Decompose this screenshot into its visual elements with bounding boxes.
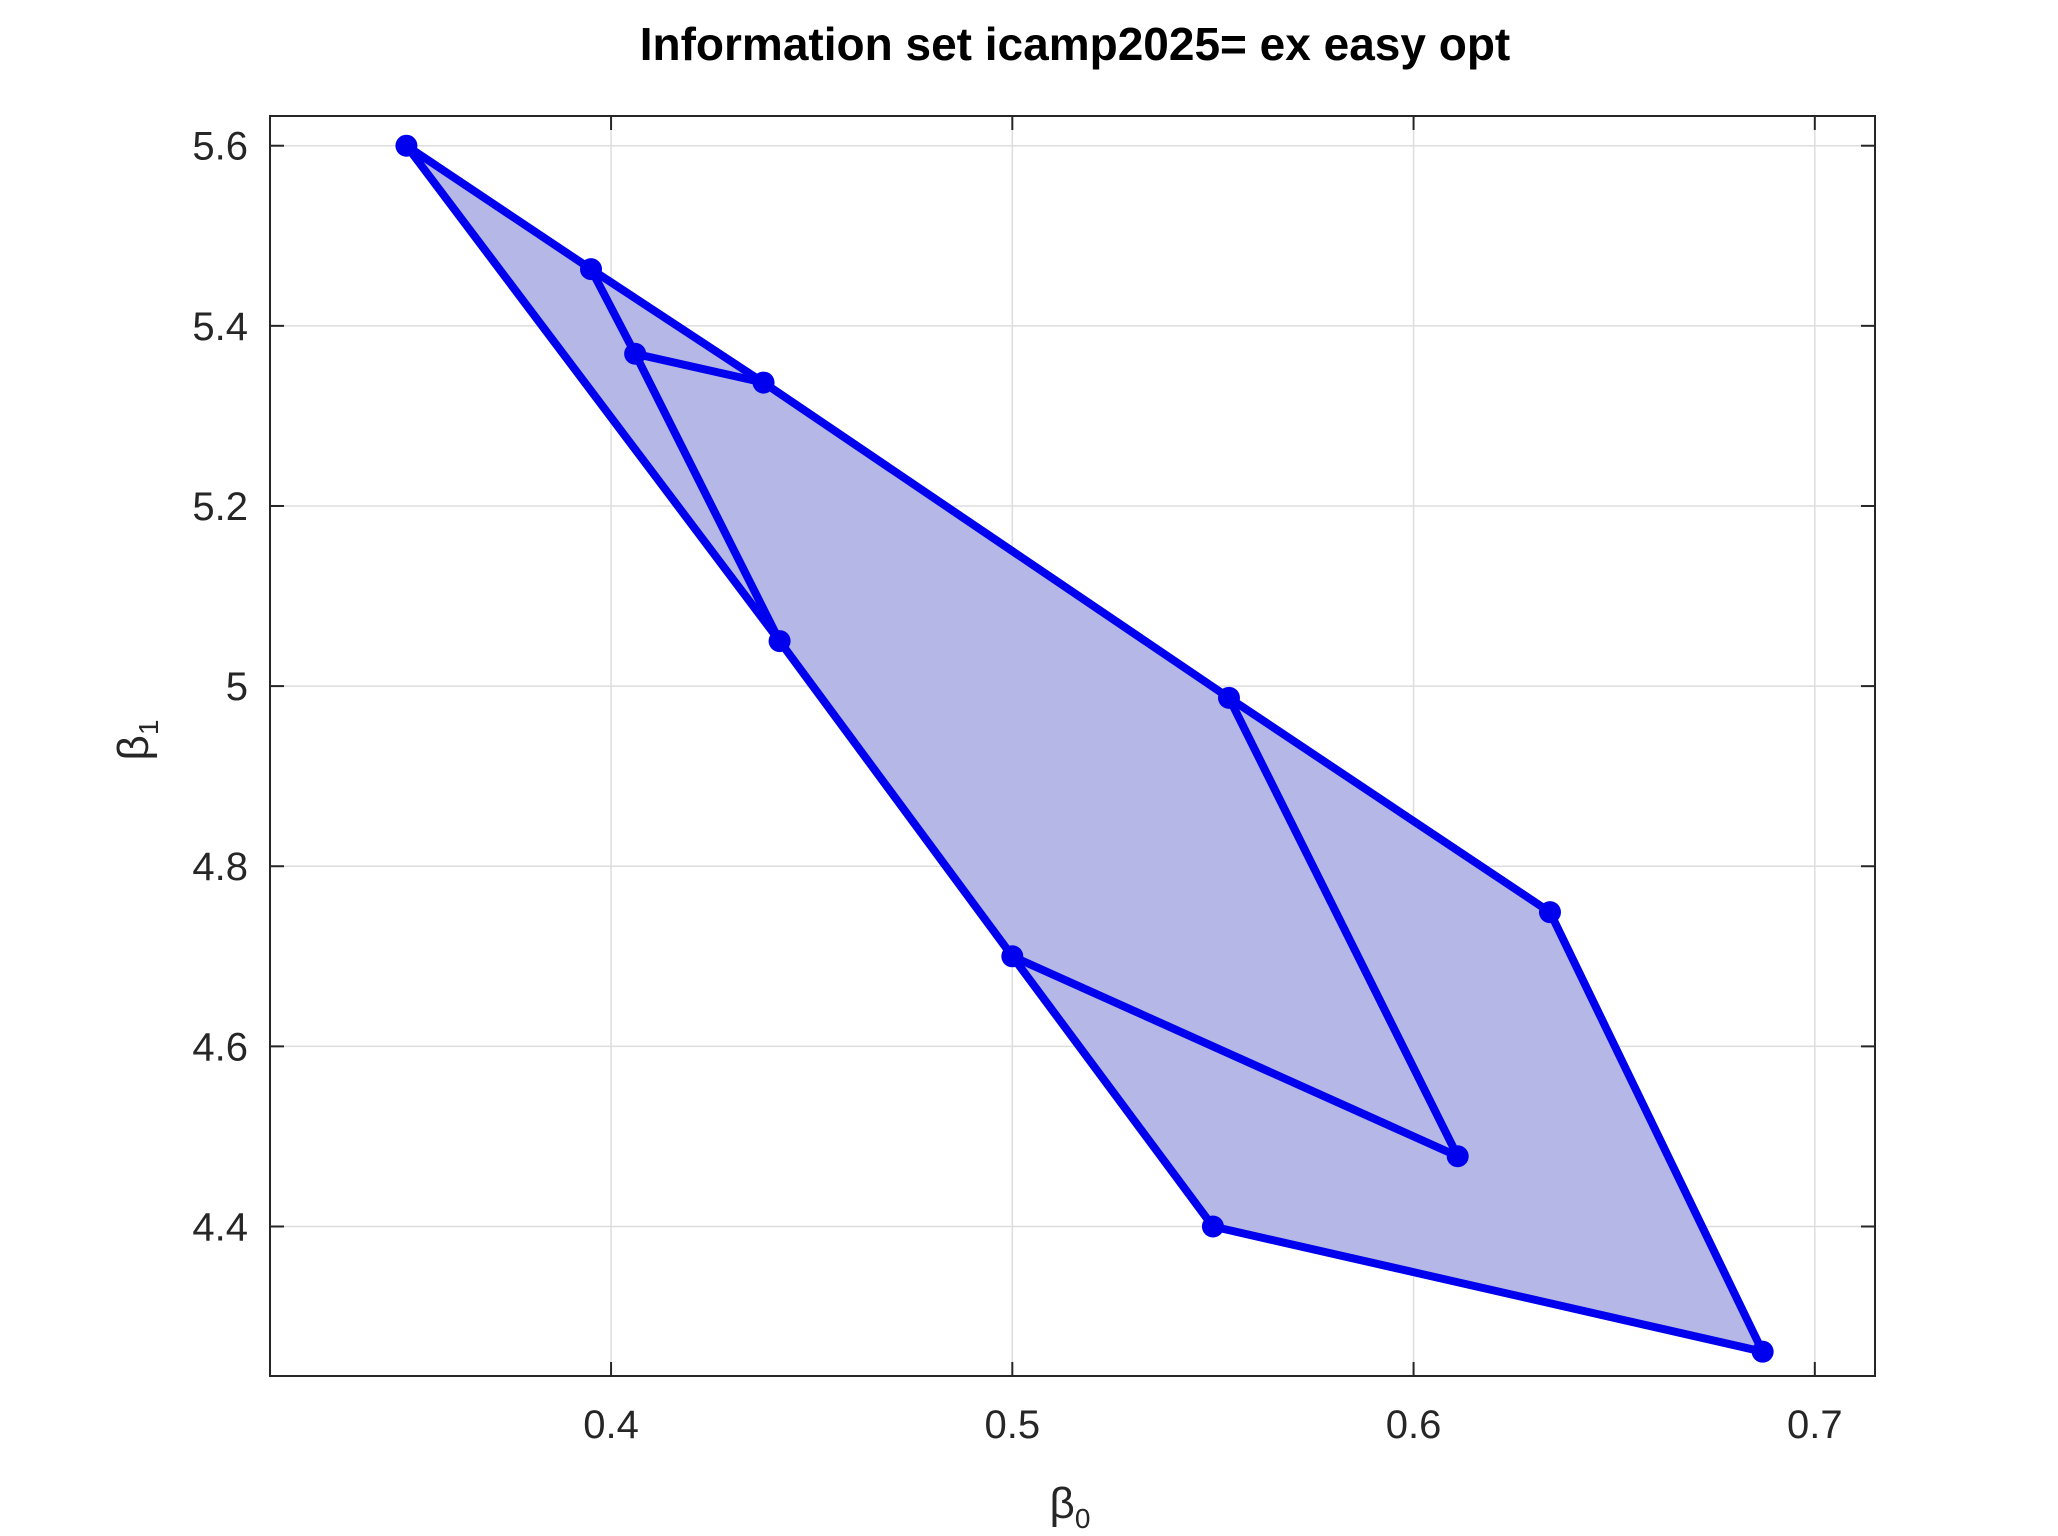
x-axis-label: β0	[1050, 1479, 1091, 1534]
y-axis-label: β1	[109, 720, 164, 761]
x-axis-label-main: β	[1050, 1479, 1075, 1528]
data-point	[1446, 1145, 1469, 1168]
x-tick-label: 0.6	[1386, 1403, 1442, 1447]
ticks-group	[270, 116, 1875, 1376]
y-tick-label: 5.2	[192, 485, 248, 529]
x-axis-label-subscript: 0	[1075, 1503, 1091, 1534]
data-point	[624, 342, 647, 365]
plot-frame	[269, 115, 1876, 1377]
information-set-fill	[406, 145, 1763, 1352]
data-point	[1538, 901, 1561, 924]
x-tick-label: 0.7	[1787, 1403, 1843, 1447]
y-tick-label: 4.4	[192, 1205, 248, 1249]
markers-group	[395, 134, 1774, 1363]
y-tick-label: 5.4	[192, 305, 248, 349]
x-tick-labels: 0.4 0.5 0.6 0.7	[583, 1403, 1842, 1447]
data-point	[1751, 1340, 1774, 1363]
y-tick-label: 5	[226, 665, 248, 709]
data-point	[752, 371, 775, 394]
data-point	[1001, 945, 1024, 968]
grid	[270, 116, 1875, 1376]
y-tick-label: 4.8	[192, 845, 248, 889]
series-line	[631, 349, 784, 646]
y-tick-label: 5.6	[192, 125, 248, 169]
data-point	[395, 134, 418, 157]
y-axis-label-subscript: 1	[133, 720, 164, 736]
x-tick-label: 0.5	[985, 1403, 1041, 1447]
fill-region-group	[406, 145, 1763, 1352]
x-tick-label: 0.4	[583, 1403, 639, 1447]
y-tick-label: 4.6	[192, 1025, 248, 1069]
series-line	[402, 141, 1767, 1356]
data-point	[1217, 686, 1240, 709]
data-point	[1201, 1215, 1224, 1238]
y-axis-label-main: β	[109, 735, 158, 760]
data-point	[768, 630, 791, 653]
data-point	[580, 258, 602, 281]
y-tick-labels: 4.4 4.6 4.8 5 5.2 5.4 5.6	[192, 125, 248, 1250]
chart-title: Information set icamp2025= ex easy opt	[640, 18, 1511, 70]
